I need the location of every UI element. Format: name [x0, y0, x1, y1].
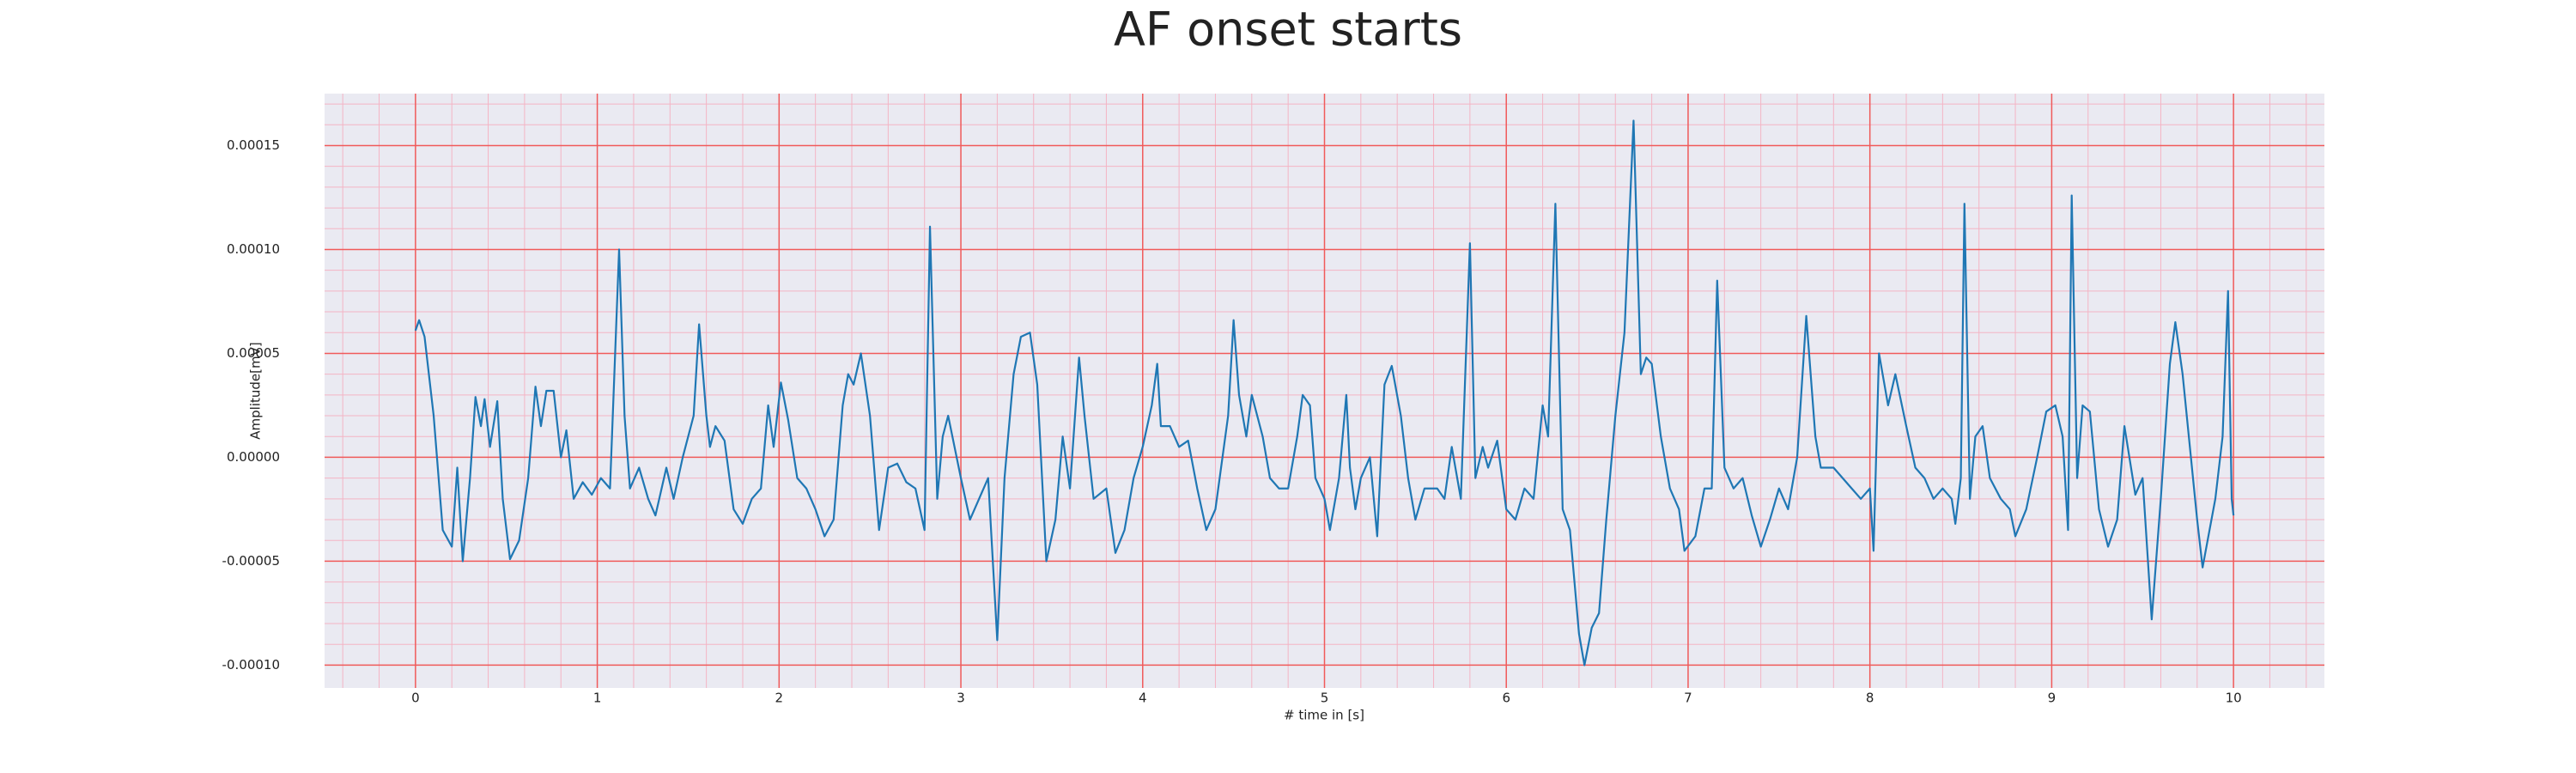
x-tick-label: 8 — [1866, 691, 1874, 706]
y-tick-label: 0.00010 — [227, 241, 280, 257]
x-tick-label: 6 — [1502, 691, 1510, 706]
y-tick-label: 0.00005 — [227, 345, 280, 361]
y-tick-label: 0.00015 — [227, 137, 280, 153]
x-tick-label: 3 — [957, 691, 965, 706]
signal-line — [414, 119, 2235, 666]
x-tick-label: 5 — [1321, 691, 1329, 706]
x-tick-label: 0 — [411, 691, 420, 706]
x-tick-label: 7 — [1684, 691, 1692, 706]
y-tick-label: -0.00005 — [222, 553, 280, 569]
x-tick-label: 9 — [2048, 691, 2057, 706]
x-tick-label: 1 — [593, 691, 602, 706]
x-axis-label: # time in [s] — [1284, 708, 1364, 723]
x-tick-label: 4 — [1139, 691, 1147, 706]
y-tick-label: -0.00010 — [222, 657, 280, 673]
x-tick-label: 2 — [775, 691, 784, 706]
x-tick-label: 10 — [2226, 691, 2242, 706]
chart-title: AF onset starts — [1114, 3, 1462, 57]
y-tick-label: 0.00000 — [227, 449, 280, 465]
y-axis-label: Amplitude[mV] — [248, 342, 264, 439]
